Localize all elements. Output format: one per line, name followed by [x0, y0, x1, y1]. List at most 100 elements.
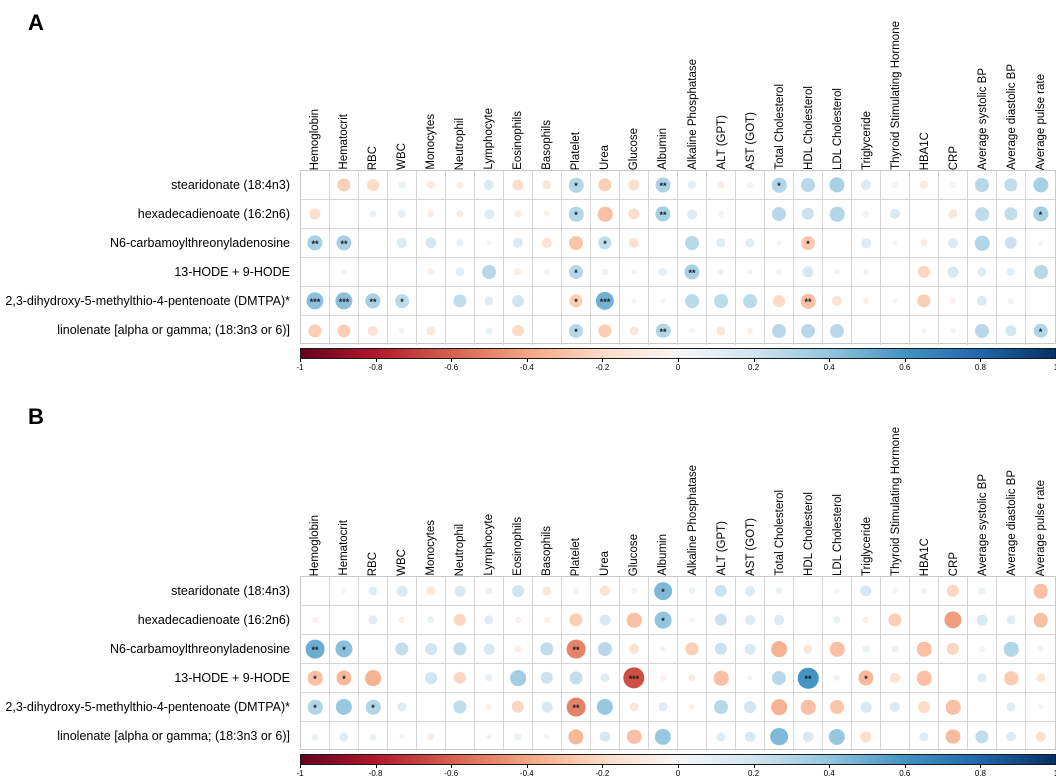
panel-b-column-headers: Hemoglobin Hematocrit RBC WBC Monocytes Neutr…: [300, 394, 1056, 576]
matrix-cell: [533, 577, 562, 606]
correlation-circle: [714, 613, 728, 627]
matrix-cell: [504, 200, 533, 229]
matrix-cell: [533, 258, 562, 287]
column-label: Triglyceride: [860, 516, 873, 576]
significance-stars: *: [574, 180, 578, 191]
colorbar-tick-label: -1: [296, 363, 304, 372]
matrix-cell: [678, 287, 707, 316]
correlation-circle: [598, 178, 612, 192]
correlation-circle: [800, 293, 816, 309]
correlation-circle: [483, 179, 495, 191]
row-label: 2,3-dihydroxy-5-methylthio-4-pentenoate …: [5, 293, 290, 308]
correlation-circle: [688, 703, 696, 711]
correlation-circle: [514, 210, 522, 218]
correlation-circle: [566, 697, 586, 717]
correlation-circle: [628, 643, 640, 655]
correlation-circle: [397, 702, 407, 712]
matrix-cell: [968, 722, 997, 751]
matrix-cell: [794, 258, 823, 287]
significance-stars: *: [313, 673, 317, 684]
correlation-circle: [1004, 236, 1018, 250]
matrix-cell: [533, 722, 562, 751]
matrix-cell: [1026, 171, 1055, 200]
row-label: 2,3-dihydroxy-5-methylthio-4-pentenoate …: [5, 699, 290, 714]
matrix-cell: [997, 635, 1026, 664]
correlation-circle: [599, 614, 611, 626]
correlation-circle: [921, 327, 927, 334]
matrix-cell: [852, 171, 881, 200]
correlation-circle: [1004, 207, 1018, 221]
matrix-cell: [765, 316, 794, 345]
column-label: Average diastolic BP: [1006, 64, 1019, 170]
correlation-circle: [1037, 645, 1044, 653]
correlation-circle: [369, 210, 377, 218]
matrix-cell: [881, 664, 910, 693]
significance-stars: ***: [628, 673, 640, 684]
correlation-circle: [336, 670, 352, 686]
matrix-cell: [852, 316, 881, 345]
matrix-cell: [591, 635, 620, 664]
matrix-cell: [562, 722, 591, 751]
correlation-circle: [486, 733, 492, 740]
correlation-circle: [860, 701, 872, 713]
matrix-cell: [388, 258, 417, 287]
matrix-cell: [968, 316, 997, 345]
matrix-cell: [939, 316, 968, 345]
significance-stars: ***: [309, 296, 321, 307]
matrix-cell: [330, 316, 359, 345]
correlation-circle: [892, 588, 898, 594]
colorbar-tick-label: 0.6: [899, 769, 911, 778]
matrix-cell: [388, 693, 417, 722]
significance-stars: **: [340, 238, 348, 249]
matrix-cell: [823, 693, 852, 722]
matrix-cell: *: [649, 606, 678, 635]
matrix-cell: [388, 171, 417, 200]
correlation-circle: [1005, 324, 1017, 337]
matrix-cell: **: [562, 693, 591, 722]
matrix-cell: [359, 664, 388, 693]
matrix-cell: [475, 577, 504, 606]
column-label: HDL Cholesterol: [802, 86, 815, 170]
correlation-circle: [945, 729, 961, 744]
matrix-cell: [765, 664, 794, 693]
matrix-cell: [620, 606, 649, 635]
matrix-cell: *: [359, 693, 388, 722]
matrix-cell: [910, 722, 939, 751]
matrix-cell: [852, 577, 881, 606]
panel-a-colorbar-ticks: -1 -0.8 -0.6 -0.4 -0.2 0 0.2 0.4 0.6 0.8 1: [296, 359, 1056, 377]
column-label: Monocytes: [424, 520, 437, 576]
correlation-circle: [800, 177, 816, 193]
matrix-cell: [707, 635, 736, 664]
matrix-cell: [330, 577, 359, 606]
matrix-cell: [359, 171, 388, 200]
correlation-circle: [599, 731, 611, 742]
matrix-cell: [881, 606, 910, 635]
matrix-cell: *: [301, 693, 330, 722]
significance-stars: ***: [338, 296, 350, 307]
row-label: N6-carbamoylthreonyladenosine: [110, 235, 290, 250]
correlation-circle: [427, 616, 435, 624]
matrix-cell: [765, 722, 794, 751]
matrix-cell: [678, 693, 707, 722]
correlation-circle: [713, 699, 729, 715]
correlation-circle: [773, 295, 785, 307]
panel-a-colorbar: [300, 348, 1056, 359]
correlation-circle: [747, 182, 753, 188]
correlation-circle: [833, 616, 841, 624]
matrix-cell: [504, 287, 533, 316]
matrix-cell: [446, 606, 475, 635]
correlation-circle: [569, 613, 583, 627]
matrix-cell: [446, 258, 475, 287]
correlation-circle: [891, 645, 899, 653]
matrix-cell: [997, 606, 1026, 635]
matrix-cell: [504, 316, 533, 345]
matrix-cell: [852, 635, 881, 664]
column-label: Total Cholesterol: [773, 84, 786, 170]
correlation-circle: [717, 268, 725, 276]
matrix-cell: [533, 287, 562, 316]
matrix-cell: [475, 200, 504, 229]
correlation-circle: [829, 699, 845, 715]
column-label: LDL Cholesterol: [831, 87, 844, 170]
correlation-circle: [426, 325, 436, 336]
matrix-cell: [533, 635, 562, 664]
